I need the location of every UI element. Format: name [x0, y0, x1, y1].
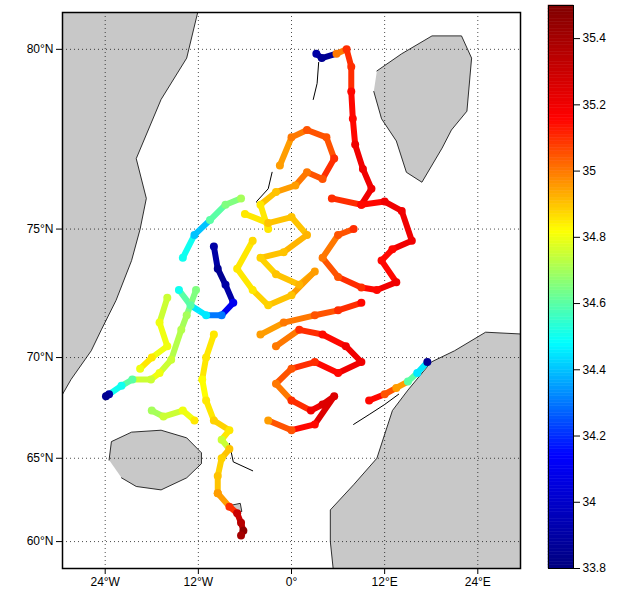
svg-text:65°N: 65°N — [27, 451, 54, 465]
svg-text:34.4: 34.4 — [583, 363, 607, 377]
svg-text:80°N: 80°N — [27, 42, 54, 56]
svg-text:34.6: 34.6 — [583, 296, 607, 310]
svg-text:24°W: 24°W — [90, 575, 120, 589]
svg-text:24°E: 24°E — [465, 575, 491, 589]
svg-text:35.2: 35.2 — [583, 98, 607, 112]
svg-text:70°N: 70°N — [27, 350, 54, 364]
svg-text:0°: 0° — [286, 575, 298, 589]
svg-text:35: 35 — [583, 164, 597, 178]
svg-text:33.8: 33.8 — [583, 561, 607, 575]
svg-text:60°N: 60°N — [27, 534, 54, 548]
svg-text:12°W: 12°W — [184, 575, 214, 589]
svg-text:75°N: 75°N — [27, 222, 54, 236]
svg-text:34: 34 — [583, 495, 597, 509]
svg-text:12°E: 12°E — [372, 575, 398, 589]
svg-text:34.8: 34.8 — [583, 230, 607, 244]
svg-text:35.4: 35.4 — [583, 31, 607, 45]
svg-text:34.2: 34.2 — [583, 429, 607, 443]
